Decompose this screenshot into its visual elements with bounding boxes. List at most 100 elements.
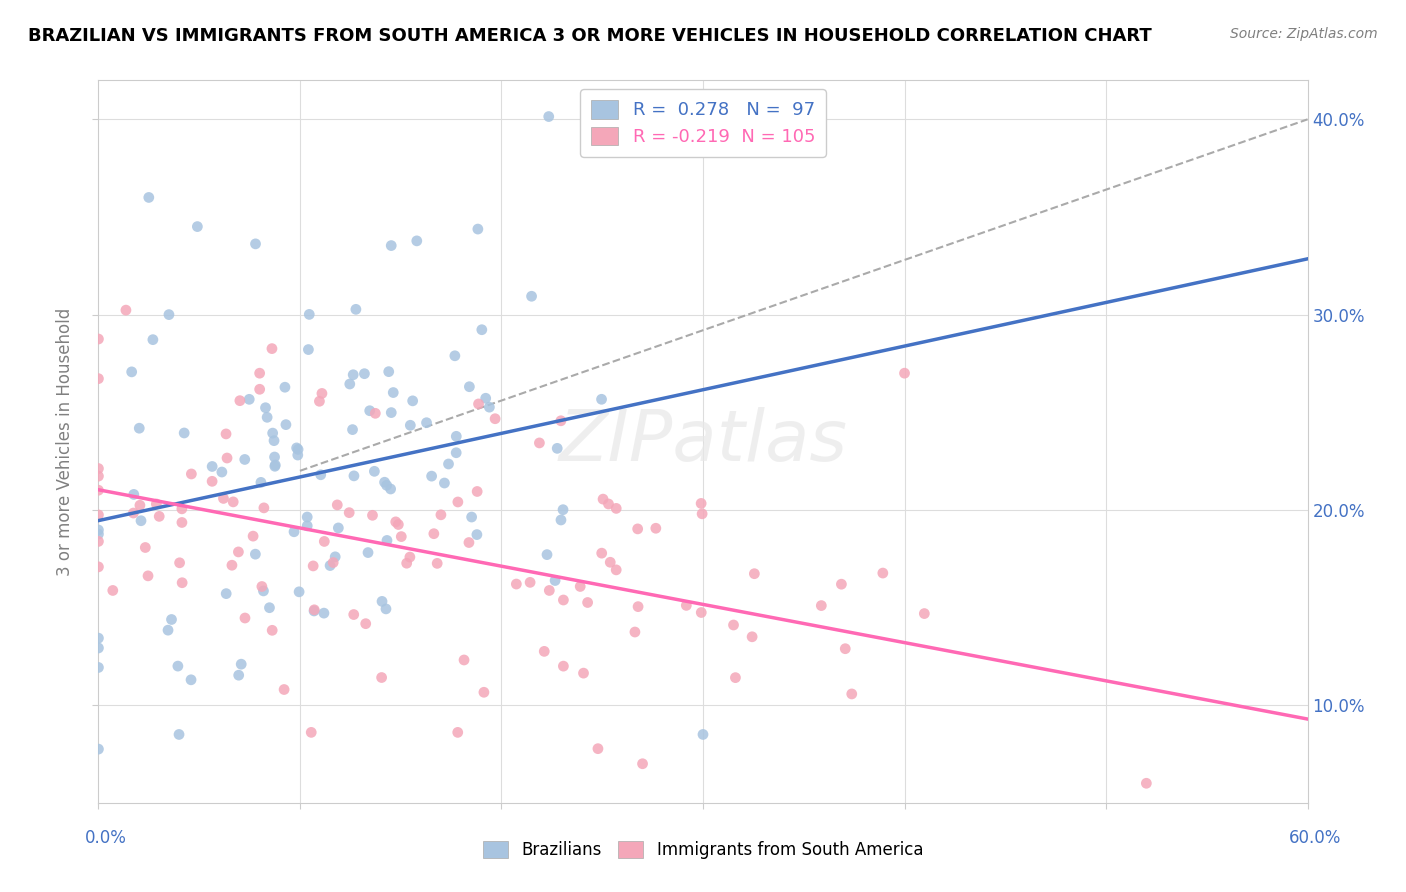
Text: Source: ZipAtlas.com: Source: ZipAtlas.com xyxy=(1230,27,1378,41)
Point xyxy=(389,530,412,544)
Point xyxy=(87,640,110,655)
Point xyxy=(437,457,460,471)
Point xyxy=(122,506,145,520)
Point xyxy=(472,685,495,699)
Point xyxy=(167,659,190,673)
Point xyxy=(87,631,110,645)
Point xyxy=(264,459,287,474)
Point xyxy=(273,682,295,697)
Point xyxy=(353,367,375,381)
Point xyxy=(364,406,387,420)
Point xyxy=(312,606,335,620)
Point xyxy=(87,742,110,756)
Point xyxy=(342,368,364,382)
Point xyxy=(337,506,360,520)
Point xyxy=(212,491,235,506)
Point xyxy=(605,501,627,516)
Point xyxy=(180,673,202,687)
Point xyxy=(399,550,422,565)
Point xyxy=(142,333,165,347)
Y-axis label: 3 or more Vehicles in Household: 3 or more Vehicles in Household xyxy=(56,308,75,575)
Point xyxy=(288,584,311,599)
Point xyxy=(128,421,150,435)
Point xyxy=(384,515,406,529)
Point xyxy=(1135,776,1157,790)
Point xyxy=(399,418,422,433)
Point xyxy=(643,813,665,827)
Point xyxy=(690,496,713,510)
Point xyxy=(250,580,273,594)
Point xyxy=(830,577,852,591)
Point xyxy=(263,450,285,464)
Point xyxy=(375,478,398,492)
Point xyxy=(287,442,309,457)
Point xyxy=(87,527,110,541)
Point xyxy=(810,599,832,613)
Point xyxy=(322,556,344,570)
Point xyxy=(238,392,260,407)
Point xyxy=(323,549,346,564)
Point xyxy=(841,687,863,701)
Point xyxy=(690,606,713,620)
Point xyxy=(544,574,567,588)
Point xyxy=(229,393,252,408)
Point xyxy=(304,603,326,617)
Point xyxy=(533,644,555,658)
Point xyxy=(254,401,277,415)
Point xyxy=(484,411,506,425)
Point xyxy=(87,332,110,346)
Point xyxy=(415,416,437,430)
Text: 60.0%: 60.0% xyxy=(1288,829,1341,847)
Point xyxy=(121,365,143,379)
Point xyxy=(598,497,620,511)
Point xyxy=(170,501,193,516)
Point xyxy=(262,624,284,638)
Point xyxy=(233,452,256,467)
Point xyxy=(550,513,572,527)
Point xyxy=(401,393,423,408)
Point xyxy=(370,671,392,685)
Point xyxy=(262,426,284,441)
Point xyxy=(201,475,224,489)
Point xyxy=(371,594,394,608)
Point xyxy=(444,349,467,363)
Point xyxy=(380,406,402,420)
Point xyxy=(167,727,190,741)
Point xyxy=(395,556,418,570)
Point xyxy=(474,391,496,405)
Point xyxy=(460,510,482,524)
Point xyxy=(505,577,527,591)
Point xyxy=(249,366,271,380)
Point xyxy=(444,446,467,460)
Point xyxy=(546,442,568,456)
Point xyxy=(465,484,488,499)
Point xyxy=(274,417,297,432)
Point xyxy=(343,607,366,622)
Point xyxy=(405,234,427,248)
Point xyxy=(426,557,449,571)
Point xyxy=(311,386,333,401)
Point xyxy=(283,524,305,539)
Point xyxy=(297,510,319,524)
Point xyxy=(744,566,766,581)
Point xyxy=(87,508,110,522)
Point xyxy=(148,509,170,524)
Point xyxy=(129,514,152,528)
Point xyxy=(242,529,264,543)
Point xyxy=(553,593,575,607)
Point xyxy=(724,671,747,685)
Point xyxy=(692,727,714,741)
Point xyxy=(87,371,110,385)
Point xyxy=(129,498,152,512)
Point xyxy=(87,534,110,549)
Point xyxy=(375,602,398,616)
Point xyxy=(458,535,481,549)
Point xyxy=(458,380,481,394)
Point xyxy=(222,495,245,509)
Point xyxy=(259,600,281,615)
Point xyxy=(423,526,446,541)
Point xyxy=(215,450,238,465)
Point xyxy=(87,560,110,574)
Point xyxy=(285,441,308,455)
Point xyxy=(138,190,160,204)
